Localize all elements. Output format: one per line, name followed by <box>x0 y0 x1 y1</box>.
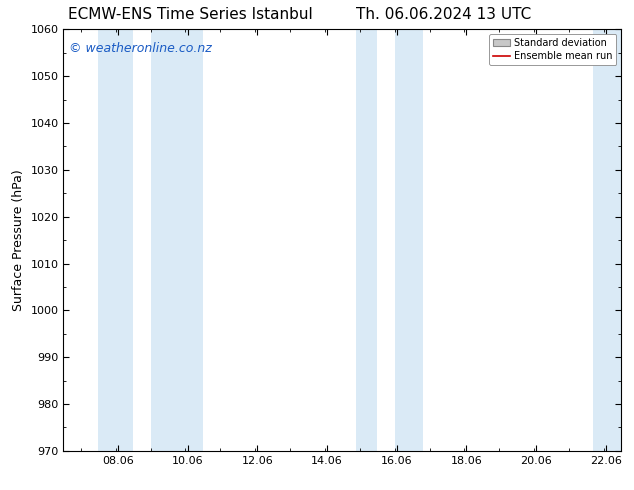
Bar <box>98 29 133 451</box>
Bar <box>151 29 203 451</box>
Text: ECMW-ENS Time Series Istanbul: ECMW-ENS Time Series Istanbul <box>68 7 313 23</box>
Text: Th. 06.06.2024 13 UTC: Th. 06.06.2024 13 UTC <box>356 7 531 23</box>
Legend: Standard deviation, Ensemble mean run: Standard deviation, Ensemble mean run <box>489 34 616 65</box>
Bar <box>394 29 422 451</box>
Bar <box>593 29 621 451</box>
Y-axis label: Surface Pressure (hPa): Surface Pressure (hPa) <box>12 169 25 311</box>
Text: © weatheronline.co.nz: © weatheronline.co.nz <box>69 42 212 55</box>
Bar <box>356 29 377 451</box>
